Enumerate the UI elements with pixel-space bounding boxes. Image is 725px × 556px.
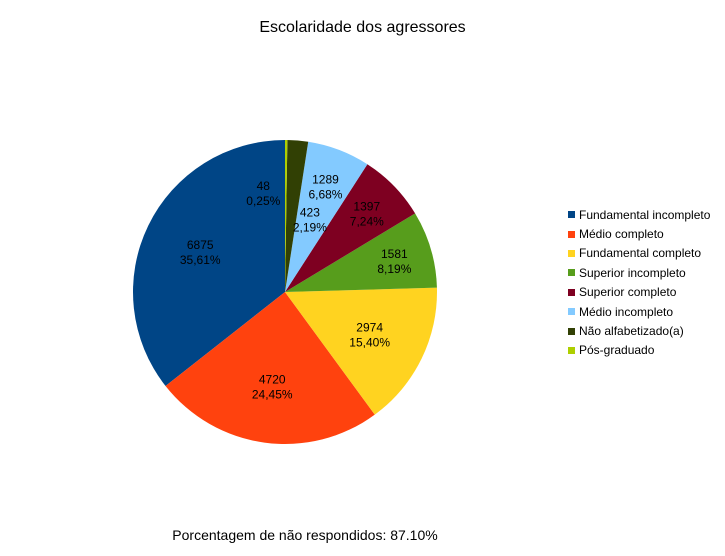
slice-percent-label: 15,40% (349, 335, 390, 349)
pie-slice-7 (285, 140, 309, 292)
legend-item: Superior incompleto (568, 263, 710, 282)
slice-value-label: 48 (257, 179, 271, 193)
slice-percent-label: 35,61% (180, 253, 221, 267)
legend-swatch (568, 346, 575, 354)
legend-label: Pós-graduado (579, 343, 655, 358)
pie-slice-5 (285, 164, 416, 292)
chart-title: Escolaridade dos agressores (259, 19, 466, 36)
slice-data-label: 48 0,25% (246, 179, 280, 208)
pie-slice-8 (285, 140, 288, 292)
slice-percent-label: 2,19% (293, 220, 327, 234)
slice-data-label: 6875 35,61% (180, 238, 221, 267)
legend-swatch (568, 327, 575, 335)
legend-label: Fundamental incompleto (579, 207, 711, 222)
legend-label: Médio completo (579, 227, 664, 242)
slice-data-label: 1581 8,19% (377, 247, 411, 276)
legend-item: Superior completo (568, 283, 710, 302)
slice-value-label: 6875 (187, 238, 214, 252)
slice-data-label: 4720 24,45% (252, 372, 293, 401)
legend-swatch (568, 230, 575, 238)
legend-swatch (568, 249, 575, 257)
legend-item: Médio incompleto (568, 302, 710, 321)
pie-slice-3 (285, 287, 438, 415)
slice-value-label: 423 (300, 205, 320, 219)
legend-label: Médio incompleto (579, 304, 674, 319)
legend-label: Superior incompleto (579, 265, 686, 280)
footnote: Porcentagem de não respondidos: 87.10% (172, 527, 438, 543)
legend: Fundamental incompleto Médio completo Fund… (568, 205, 710, 360)
slice-value-label: 4720 (259, 372, 286, 386)
slice-value-label: 1581 (381, 247, 408, 261)
slice-data-label: 1397 7,24% (350, 200, 384, 229)
legend-label: Superior completo (579, 285, 677, 300)
pie-slice-4 (285, 213, 437, 292)
slice-value-label: 1289 (312, 172, 339, 186)
legend-swatch (568, 308, 575, 316)
legend-swatch (568, 269, 575, 277)
slice-value-label: 2974 (356, 320, 383, 334)
legend-item: Fundamental completo (568, 244, 710, 263)
legend-label: Não alfabetizado(a) (579, 324, 684, 339)
legend-item: Médio completo (568, 224, 710, 243)
legend-item: Fundamental incompleto (568, 205, 710, 224)
slice-percent-label: 6,68% (308, 187, 342, 201)
legend-swatch (568, 288, 575, 296)
slice-data-label: 2974 15,40% (349, 320, 390, 349)
legend-label: Fundamental completo (579, 246, 702, 261)
slice-percent-label: 0,25% (246, 194, 280, 208)
legend-item: Não alfabetizado(a) (568, 321, 710, 340)
slice-data-label: 423 2,19% (293, 205, 327, 234)
pie-slice-1 (133, 140, 285, 386)
slice-data-label: 1289 6,68% (308, 172, 342, 201)
slice-value-label: 1397 (353, 200, 380, 214)
legend-item: Pós-graduado (568, 341, 710, 360)
slice-percent-label: 8,19% (377, 262, 411, 276)
pie-slice-6 (285, 141, 368, 292)
slice-percent-label: 24,45% (252, 387, 293, 401)
slice-percent-label: 7,24% (350, 215, 384, 229)
pie-slice-2 (165, 292, 375, 445)
legend-swatch (568, 211, 575, 219)
